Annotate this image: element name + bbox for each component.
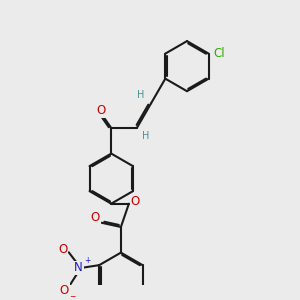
Text: O: O (91, 212, 100, 224)
Text: O: O (58, 243, 67, 256)
Text: +: + (84, 256, 90, 265)
Text: O: O (96, 104, 106, 117)
Text: H: H (142, 131, 149, 141)
Text: Cl: Cl (214, 47, 225, 60)
Text: H: H (137, 90, 145, 100)
Text: N: N (74, 262, 83, 275)
Text: −: − (69, 292, 75, 300)
Text: O: O (60, 284, 69, 297)
Text: O: O (130, 195, 140, 208)
